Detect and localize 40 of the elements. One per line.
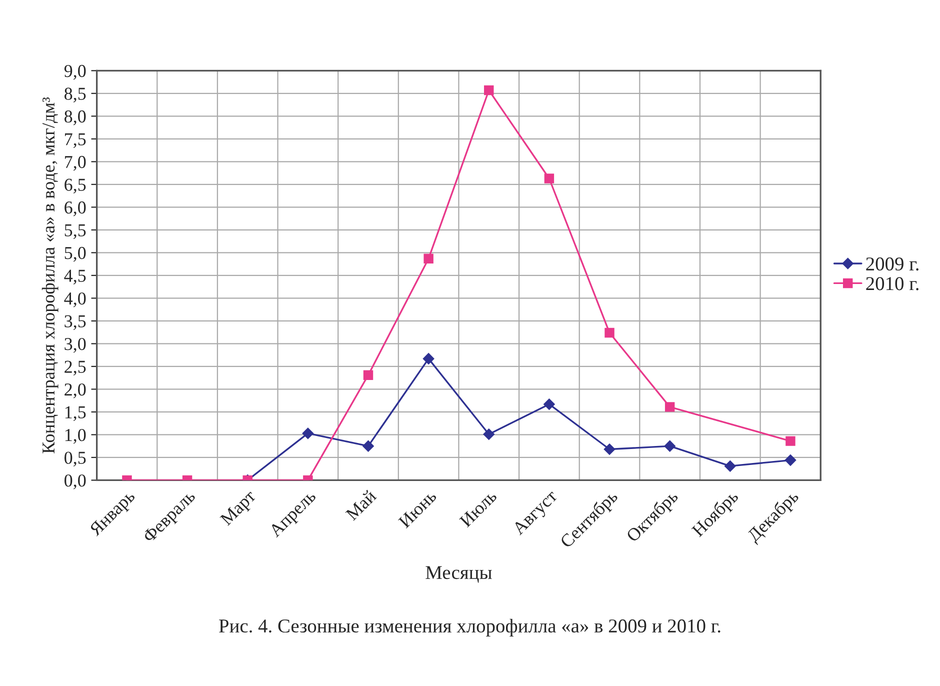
point — [424, 254, 434, 264]
y-tick-label: 1,0 — [65, 428, 86, 444]
point — [363, 370, 374, 380]
y-axis-title: Концентрация хлорофилла «а» в воде, мкг/дм³ — [42, 97, 58, 454]
point — [664, 440, 676, 452]
y-tick-label: 1,5 — [65, 406, 86, 421]
y-tick-label: 2,5 — [64, 360, 86, 376]
point — [664, 402, 675, 412]
y-tick-label: 9,0 — [64, 64, 86, 80]
point — [724, 460, 736, 472]
y-tick-label: 4,5 — [64, 270, 86, 284]
y-tick-label: 6,5 — [64, 178, 86, 194]
y-tick-label: 7,0 — [65, 156, 86, 171]
point — [483, 428, 494, 440]
point — [422, 353, 434, 364]
point — [302, 428, 314, 439]
y-tick-label: 4,0 — [64, 292, 86, 308]
y-tick-label: 3,5 — [64, 315, 86, 330]
y-tick-label: 5,5 — [64, 224, 86, 239]
x-axis-title: Месяцы — [426, 566, 492, 583]
y-tick-label: 3,0 — [64, 338, 86, 353]
y-tick-label: 0,0 — [64, 474, 86, 490]
point — [362, 440, 374, 452]
y-tick-label: 0,5 — [64, 452, 86, 466]
point — [544, 174, 554, 184]
point — [784, 454, 796, 466]
point — [604, 444, 616, 455]
point — [604, 328, 614, 338]
legend-label: 2010 г. — [866, 277, 918, 290]
legend-label: 2009 г. — [866, 257, 918, 271]
y-tick-label: 8,0 — [64, 110, 86, 126]
y-tick-label: 2,0 — [64, 383, 86, 398]
y-tick-label: 6,0 — [64, 201, 86, 216]
text: Рис. 4. Сезонные изменения хлорофилла «а» в 2009 и 2010 г. — [219, 618, 720, 637]
point — [786, 436, 796, 446]
y-tick-label: 8,5 — [64, 88, 86, 102]
y-tick-label: 7,5 — [65, 133, 86, 148]
point — [484, 85, 494, 96]
y-tick-label: 5,0 — [64, 246, 86, 262]
point — [544, 398, 555, 410]
